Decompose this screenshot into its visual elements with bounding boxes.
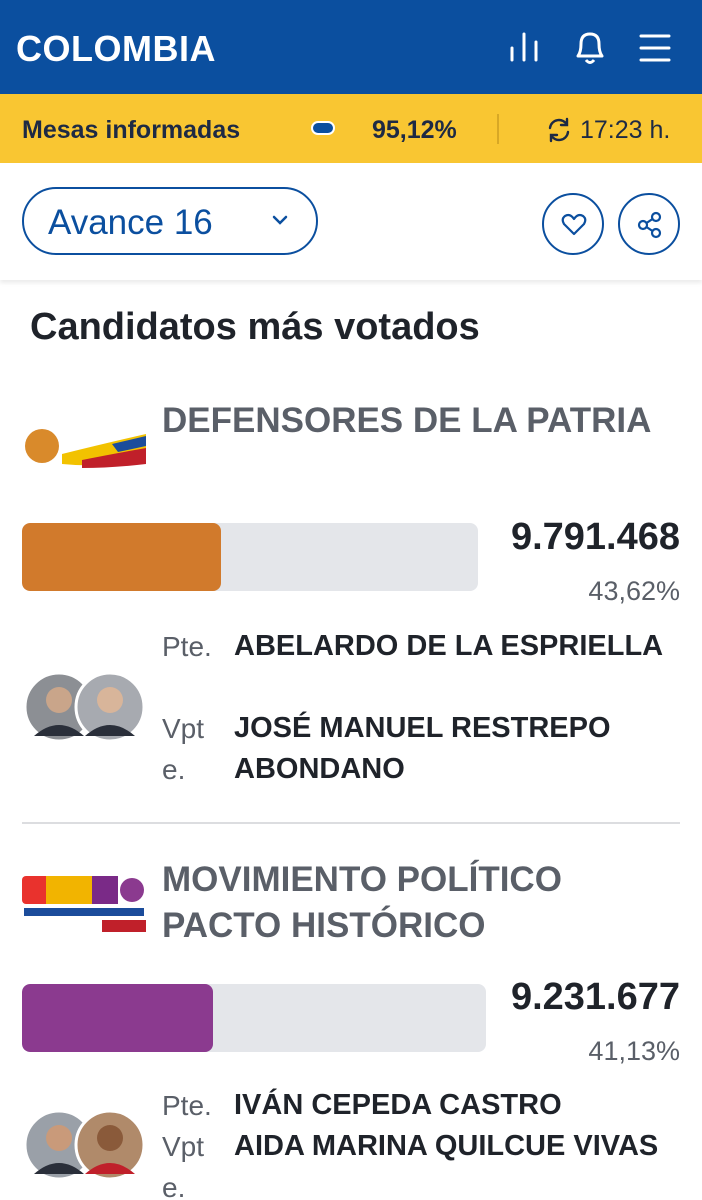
- status-percent: 95,12%: [372, 116, 457, 144]
- president-name: ABELARDO DE LA ESPRIELLA: [234, 630, 664, 662]
- vote-percent: 41,13%: [588, 1036, 680, 1066]
- president-name: IVÁN CEPEDA CASTRO: [234, 1089, 562, 1121]
- separator: [497, 114, 499, 144]
- avance-select[interactable]: Avance 16: [22, 187, 318, 255]
- divider: [22, 822, 680, 824]
- vice-name: AIDA MARINA QUILCUE VIVAS: [234, 1130, 659, 1162]
- vote-bar: [22, 523, 221, 591]
- party-logo: [22, 876, 146, 932]
- party-name: MOVIMIENTO POLÍTICO PACTO HISTÓRICO: [162, 860, 562, 945]
- vote-bar-track: [22, 984, 486, 1052]
- party-name: DEFENSORES DE LA PATRIA: [162, 401, 652, 440]
- bell-icon[interactable]: [572, 28, 608, 68]
- vice-label: Vpte.: [162, 713, 205, 785]
- menu-icon[interactable]: [638, 32, 672, 64]
- party-logo: [25, 429, 146, 468]
- vote-bar-track: [22, 523, 478, 591]
- section-title: Candidatos más votados: [30, 306, 480, 348]
- president-label: Pte.: [162, 1090, 212, 1121]
- candidate-photos: [23, 671, 146, 743]
- progress-pill: [311, 121, 335, 135]
- votes: 9.231.677: [510, 976, 680, 1018]
- status-time: 17:23 h.: [580, 116, 671, 144]
- candidate-photos: [23, 1109, 146, 1181]
- refresh-icon: [548, 117, 570, 143]
- heart-icon: [561, 213, 587, 236]
- votes: 9.791.468: [510, 516, 680, 558]
- vice-name: JOSÉ MANUEL RESTREPO ABONDANO: [234, 712, 611, 785]
- vote-bar: [22, 984, 213, 1052]
- avance-label: Avance 16: [48, 203, 213, 242]
- app-header: COLOMBIA: [0, 0, 702, 94]
- vice-label: Vpte.: [162, 1131, 205, 1200]
- share-icon: [637, 211, 662, 239]
- status-bar: Mesas informadas 95,12% 17:23 h.: [0, 94, 702, 163]
- results-icon[interactable]: [504, 30, 544, 66]
- favorite-button[interactable]: [542, 193, 604, 255]
- toolbar: Avance 16: [0, 163, 702, 280]
- status-label: Mesas informadas: [22, 116, 241, 144]
- share-button[interactable]: [618, 193, 680, 255]
- chevron: [272, 215, 288, 225]
- president-label: Pte.: [162, 631, 212, 662]
- vote-percent: 43,62%: [588, 576, 680, 606]
- app-title: COLOMBIA: [16, 28, 216, 69]
